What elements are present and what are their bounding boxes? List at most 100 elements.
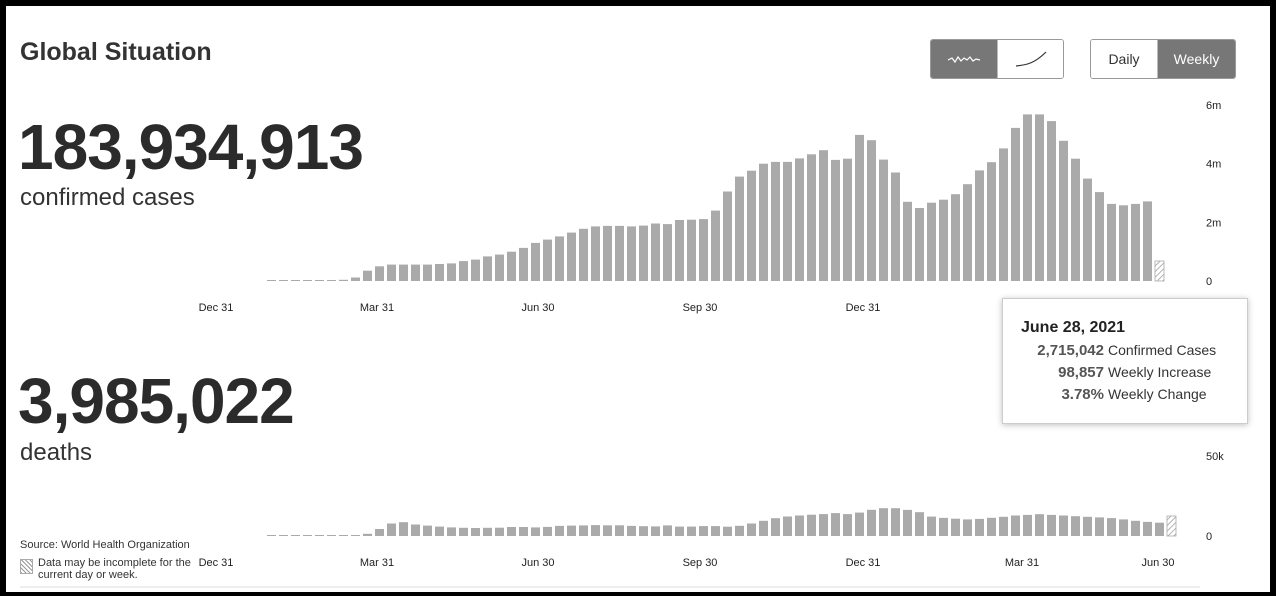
bar[interactable]: [819, 514, 828, 536]
bar[interactable]: [1131, 520, 1140, 536]
bar[interactable]: [1143, 201, 1152, 281]
bar[interactable]: [351, 277, 360, 282]
bar[interactable]: [579, 525, 588, 536]
bar[interactable]: [711, 210, 720, 281]
bar[interactable]: [303, 280, 312, 281]
bar[interactable]: [1071, 158, 1080, 281]
bar[interactable]: [1047, 514, 1056, 536]
bar[interactable]: [471, 259, 480, 281]
bar[interactable]: [315, 535, 324, 536]
bar[interactable]: [699, 219, 708, 281]
bar[interactable]: [375, 266, 384, 281]
bar[interactable]: [903, 509, 912, 536]
bar[interactable]: [567, 525, 576, 536]
bar[interactable]: [639, 526, 648, 536]
bar[interactable]: [855, 512, 864, 536]
bar[interactable]: [807, 154, 816, 281]
bar[interactable]: [1095, 192, 1104, 281]
bar[interactable]: [267, 280, 276, 281]
bar[interactable]: [291, 280, 300, 281]
bar[interactable]: [1059, 515, 1068, 537]
bar[interactable]: [759, 520, 768, 536]
bar[interactable]: [399, 264, 408, 281]
bar[interactable]: [567, 232, 576, 281]
bar[interactable]: [987, 162, 996, 281]
bar[interactable]: [627, 525, 636, 536]
bar[interactable]: [759, 163, 768, 281]
bar[interactable]: [951, 194, 960, 281]
bar[interactable]: [387, 523, 396, 537]
bar[interactable]: [951, 518, 960, 536]
bar[interactable]: [303, 535, 312, 536]
bar[interactable]: [483, 527, 492, 536]
bar[interactable]: [939, 517, 948, 536]
bar[interactable]: [531, 527, 540, 536]
bar[interactable]: [891, 508, 900, 536]
bar[interactable]: [771, 518, 780, 536]
linear-scale-button[interactable]: [931, 40, 997, 78]
bar[interactable]: [675, 526, 684, 536]
bar[interactable]: [411, 264, 420, 281]
bar[interactable]: [663, 224, 672, 281]
bar[interactable]: [507, 251, 516, 281]
bar[interactable]: [591, 226, 600, 281]
bar[interactable]: [963, 519, 972, 536]
bar[interactable]: [915, 208, 924, 281]
bar[interactable]: [807, 514, 816, 536]
bar[interactable]: [375, 529, 384, 536]
bar[interactable]: [447, 263, 456, 281]
bar[interactable]: [591, 525, 600, 536]
bar[interactable]: [291, 535, 300, 536]
bar[interactable]: [831, 159, 840, 281]
bar[interactable]: [387, 264, 396, 281]
bar[interactable]: [1071, 516, 1080, 536]
bar[interactable]: [423, 264, 432, 281]
bar[interactable]: [627, 226, 636, 281]
bar[interactable]: [351, 535, 360, 536]
cumulative-scale-button[interactable]: [997, 40, 1063, 78]
bar[interactable]: [267, 535, 276, 536]
weekly-button[interactable]: Weekly: [1157, 40, 1235, 78]
bar[interactable]: [963, 184, 972, 281]
bar[interactable]: [903, 201, 912, 281]
bar[interactable]: [795, 515, 804, 537]
bar[interactable]: [915, 512, 924, 536]
bar[interactable]: [1155, 522, 1164, 536]
bar[interactable]: [339, 279, 348, 281]
bar[interactable]: [1119, 205, 1128, 281]
bar[interactable]: [699, 526, 708, 536]
bar[interactable]: [603, 525, 612, 536]
bar[interactable]: [639, 225, 648, 281]
bar[interactable]: [855, 134, 864, 281]
bar[interactable]: [1023, 114, 1032, 282]
bar[interactable]: [687, 219, 696, 281]
bar[interactable]: [1131, 203, 1140, 281]
bar[interactable]: [495, 254, 504, 281]
bar[interactable]: [843, 514, 852, 536]
bar[interactable]: [339, 535, 348, 536]
bar[interactable]: [279, 535, 288, 536]
bar[interactable]: [711, 526, 720, 536]
bar[interactable]: [459, 527, 468, 536]
bar[interactable]: [1107, 203, 1116, 281]
bar[interactable]: [843, 158, 852, 281]
bar[interactable]: [771, 161, 780, 281]
bar[interactable]: [1011, 515, 1020, 537]
bar[interactable]: [327, 535, 336, 536]
bar[interactable]: [1059, 140, 1068, 281]
bar[interactable]: [783, 161, 792, 281]
bar[interactable]: [1023, 514, 1032, 536]
bar[interactable]: [735, 176, 744, 281]
bar[interactable]: [579, 228, 588, 281]
bar[interactable]: [783, 516, 792, 537]
bar[interactable]: [975, 170, 984, 281]
bar[interactable]: [483, 256, 492, 281]
bar[interactable]: [1119, 519, 1128, 536]
bar[interactable]: [363, 270, 372, 281]
bar[interactable]: [675, 220, 684, 281]
bar[interactable]: [891, 172, 900, 282]
bar[interactable]: [831, 513, 840, 536]
bar[interactable]: [651, 223, 660, 282]
bar[interactable]: [531, 242, 540, 281]
bar[interactable]: [435, 526, 444, 536]
